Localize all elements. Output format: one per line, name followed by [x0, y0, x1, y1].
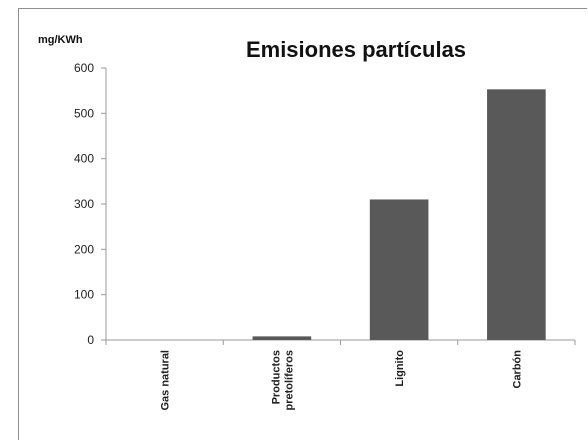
bar-4: [487, 89, 546, 340]
y-tick-label: 200: [74, 242, 94, 256]
x-category-label: Lignito: [394, 350, 406, 387]
y-tick-label: 600: [74, 61, 94, 75]
x-category-label: Carbón: [511, 350, 523, 389]
chart-title: Emisiones partículas: [246, 37, 466, 62]
y-tick-label: 100: [74, 288, 94, 302]
plot-area: 0 100 200 300 400 500 600 Gas natural Productos p…: [74, 61, 576, 411]
bar-2: [252, 336, 312, 340]
bar-3: [369, 199, 429, 340]
y-tick-label: 500: [74, 106, 94, 120]
y-tick-label: 0: [87, 333, 94, 347]
y-tick-label: 300: [74, 197, 94, 211]
x-category-label: Productos: [270, 350, 282, 404]
x-category-label: Gas natural: [160, 350, 172, 411]
x-category-label: pretolíferos: [283, 350, 295, 411]
y-axis-unit-label: mg/KWh: [38, 34, 83, 46]
y-tick-label: 400: [74, 152, 94, 166]
